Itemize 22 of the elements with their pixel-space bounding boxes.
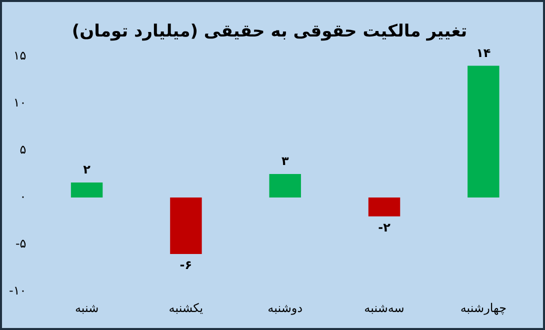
bar [269,174,301,198]
y-tick-label: -۵ [15,236,26,251]
bar [468,66,500,198]
x-tick-label: شنبه [74,300,99,315]
x-tick-label: یکشنبه [168,300,204,315]
data-label: ۳ [281,154,290,168]
data-label: ۲ [83,162,92,177]
bar [70,182,103,198]
bar [368,198,400,216]
y-tick-label: -۱۰ [8,284,26,298]
y-tick-label: ۰ [20,190,26,204]
x-tick-label: چهارشنبه [460,300,506,315]
data-label: -۶ [180,258,192,272]
y-tick-label: ۱۵ [13,48,26,63]
x-tick-label: سه‌شنبه [364,300,404,315]
chart-title: تغییر مالکیت حقوقی به حقیقی (میلیارد تومان) [72,22,468,42]
y-tick-label: ۱۰ [13,96,26,110]
bar [170,198,202,254]
data-label: -۲ [378,220,392,234]
data-label: ۱۴ [476,46,491,60]
y-tick-label: ۵ [20,142,26,157]
x-tick-label: دوشنبه [268,300,303,315]
